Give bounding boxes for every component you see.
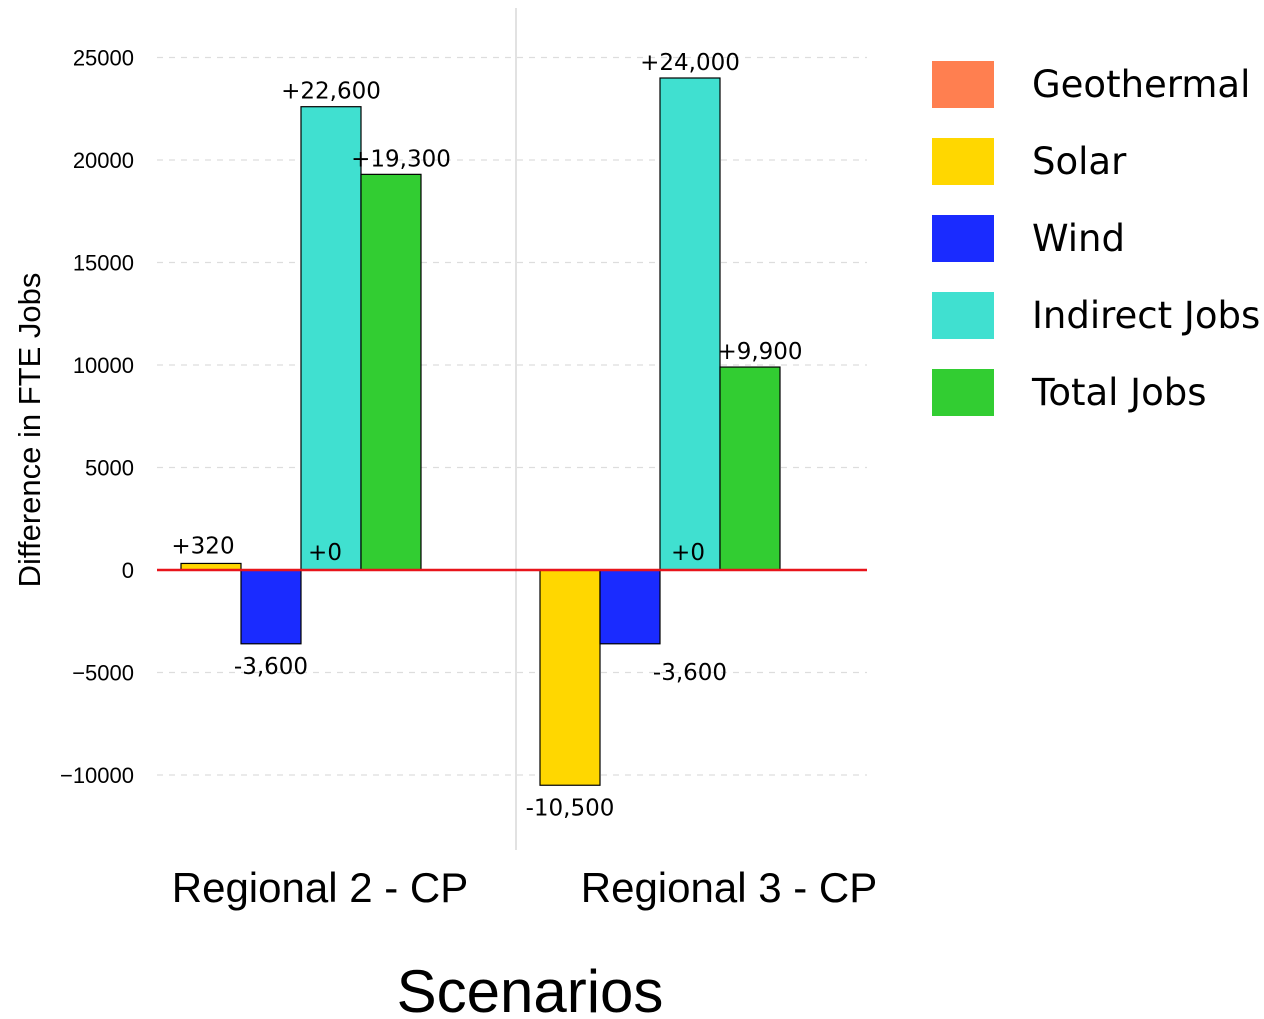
- y-tick-label: 10000: [73, 353, 134, 378]
- data-label: +19,300: [351, 146, 451, 172]
- y-tick-label: 15000: [73, 251, 134, 276]
- legend-label: Indirect Jobs: [1032, 294, 1260, 337]
- data-labels: +320 -3,600 +22,600 +19,300 -10,500 -3,600 +24…: [171, 50, 802, 821]
- y-tick-label: 0: [122, 558, 134, 583]
- y-tick-label: 20000: [73, 148, 134, 173]
- legend-label: Total Jobs: [1031, 371, 1207, 414]
- legend: Geothermal Solar Wind Indirect Jobs Total Jo…: [932, 61, 1260, 416]
- bar-solar: [539, 569, 601, 786]
- y-axis-ticks: 25000 20000 15000 10000 5000 0 −5000 −10000: [60, 46, 134, 789]
- legend-swatch: [932, 369, 994, 416]
- legend-swatch: [932, 61, 994, 108]
- x-category-label: Regional 2 - CP: [172, 864, 468, 911]
- bar-total-jobs: [719, 366, 781, 571]
- bar-indirect-jobs: [659, 77, 721, 571]
- bar-wind: [599, 569, 661, 645]
- legend-swatch: [932, 215, 994, 262]
- bar-wind: [240, 569, 302, 645]
- data-label: -10,500: [526, 795, 615, 821]
- x-axis-categories: Regional 2 - CP Regional 3 - CP: [172, 864, 877, 911]
- legend-swatch: [932, 292, 994, 339]
- data-label: -3,600: [653, 660, 727, 686]
- bars: [180, 77, 781, 786]
- legend-label: Wind: [1032, 217, 1125, 260]
- y-tick-label: −5000: [72, 661, 134, 686]
- data-label: +9,900: [717, 339, 802, 365]
- legend-label: Solar: [1032, 140, 1127, 183]
- data-label: +320: [171, 533, 234, 559]
- x-category-label: Regional 3 - CP: [581, 864, 877, 911]
- data-label: -3,600: [234, 654, 308, 680]
- bar-indirect-jobs: [300, 106, 362, 571]
- y-axis-title: Difference in FTE Jobs: [12, 273, 47, 588]
- x-axis-title: Scenarios: [397, 958, 664, 1019]
- annotation-label: +0: [671, 540, 705, 566]
- legend-label: Geothermal: [1032, 63, 1250, 106]
- y-tick-label: 25000: [73, 46, 134, 71]
- bar-total-jobs: [360, 173, 422, 571]
- y-tick-label: 5000: [85, 456, 134, 481]
- annotation-label: +0: [308, 540, 342, 566]
- data-label: +22,600: [281, 79, 381, 105]
- legend-swatch: [932, 138, 994, 185]
- data-label: +24,000: [640, 50, 740, 76]
- y-tick-label: −10000: [60, 763, 134, 788]
